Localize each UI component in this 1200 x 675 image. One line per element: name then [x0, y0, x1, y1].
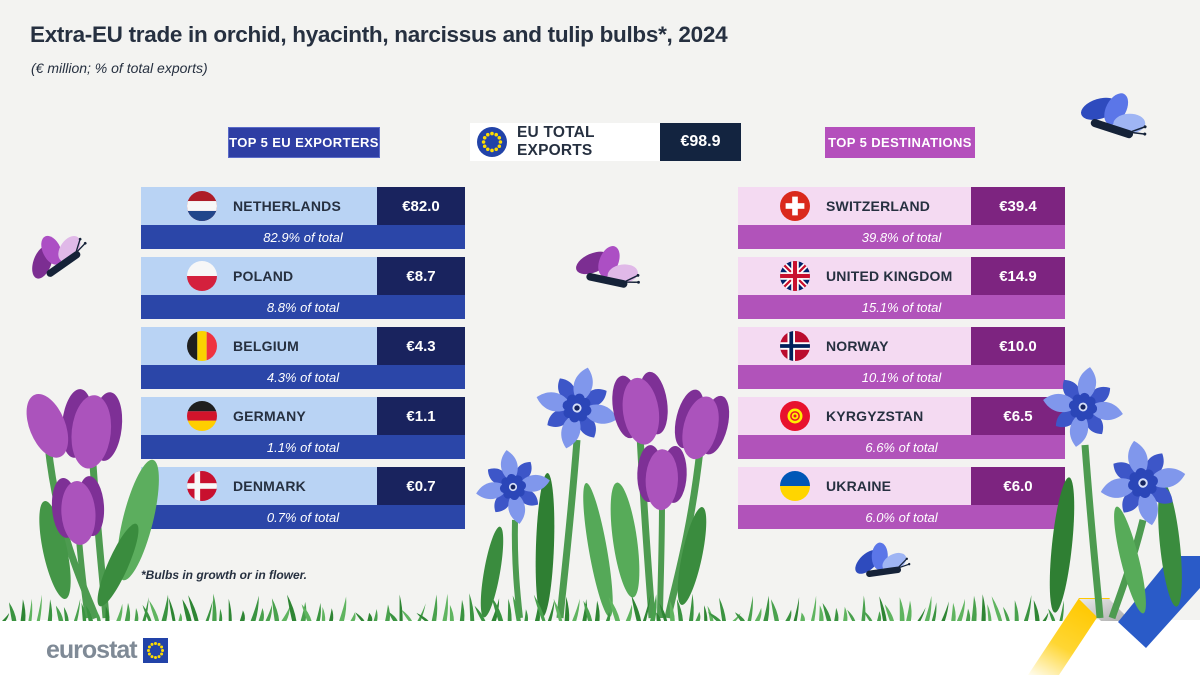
table-row: UKRAINE €6.0 6.0% of total	[738, 467, 1065, 529]
table-row: UNITED KINGDOM €14.9 15.1% of total	[738, 257, 1065, 319]
footer-strip	[0, 620, 1200, 675]
united-kingdom-flag-icon	[780, 261, 810, 291]
value-label: €10.0	[971, 327, 1065, 365]
value-label: €39.4	[971, 187, 1065, 225]
table-row: NETHERLANDS €82.0 82.9% of total	[141, 187, 465, 249]
share-label: 1.1% of total	[141, 435, 465, 459]
netherlands-flag-icon	[187, 191, 217, 221]
country-label: UKRAINE	[826, 478, 892, 494]
eu-total-exports-label: EU TOTAL EXPORTS	[517, 124, 595, 159]
country-label: NORWAY	[826, 338, 889, 354]
switzerland-flag-icon	[780, 191, 810, 221]
denmark-flag-icon	[187, 471, 217, 501]
eu-total-exports-label-box: EU TOTAL EXPORTS	[470, 123, 660, 161]
exporters-table: NETHERLANDS €82.0 82.9% of total POLAND …	[141, 187, 465, 537]
table-row: DENMARK €0.7 0.7% of total	[141, 467, 465, 529]
value-label: €1.1	[377, 397, 465, 435]
value-label: €6.5	[971, 397, 1065, 435]
country-label: DENMARK	[233, 478, 306, 494]
country-label: POLAND	[233, 268, 294, 284]
eurostat-eu-emblem-icon	[142, 638, 169, 663]
value-label: €14.9	[971, 257, 1065, 295]
value-label: €4.3	[377, 327, 465, 365]
country-label: BELGIUM	[233, 338, 299, 354]
share-label: 6.0% of total	[738, 505, 1065, 529]
share-label: 39.8% of total	[738, 225, 1065, 249]
share-label: 6.6% of total	[738, 435, 1065, 459]
destinations-badge: TOP 5 DESTINATIONS	[825, 127, 975, 158]
value-label: €6.0	[971, 467, 1065, 505]
belgium-flag-icon	[187, 331, 217, 361]
table-row: BELGIUM €4.3 4.3% of total	[141, 327, 465, 389]
value-label: €8.7	[377, 257, 465, 295]
country-label: GERMANY	[233, 408, 306, 424]
germany-flag-icon	[187, 401, 217, 431]
share-label: 10.1% of total	[738, 365, 1065, 389]
value-label: €0.7	[377, 467, 465, 505]
table-row: POLAND €8.7 8.8% of total	[141, 257, 465, 319]
kyrgyzstan-flag-icon	[780, 401, 810, 431]
ukraine-flag-icon	[780, 471, 810, 501]
eurostat-logo: eurostat	[46, 636, 169, 665]
eu-total-exports-pill: EU TOTAL EXPORTS €98.9	[470, 123, 741, 161]
table-row: SWITZERLAND €39.4 39.8% of total	[738, 187, 1065, 249]
country-label: NETHERLANDS	[233, 198, 341, 214]
eurostat-logo-text: eurostat	[46, 636, 138, 664]
page-subtitle: (€ million; % of total exports)	[31, 60, 208, 76]
share-label: 0.7% of total	[141, 505, 465, 529]
country-label: KYRGYZSTAN	[826, 408, 924, 424]
eu-total-exports-value: €98.9	[660, 123, 741, 161]
destinations-table: SWITZERLAND €39.4 39.8% of total UNITED …	[738, 187, 1065, 537]
share-label: 82.9% of total	[141, 225, 465, 249]
footnote: *Bulbs in growth or in flower.	[141, 568, 308, 582]
share-label: 15.1% of total	[738, 295, 1065, 319]
value-label: €82.0	[377, 187, 465, 225]
country-label: UNITED KINGDOM	[826, 268, 953, 284]
eu-flag-icon	[477, 127, 507, 157]
table-row: NORWAY €10.0 10.1% of total	[738, 327, 1065, 389]
norway-flag-icon	[780, 331, 810, 361]
country-label: SWITZERLAND	[826, 198, 931, 214]
poland-flag-icon	[187, 261, 217, 291]
share-label: 4.3% of total	[141, 365, 465, 389]
table-row: KYRGYZSTAN €6.5 6.6% of total	[738, 397, 1065, 459]
share-label: 8.8% of total	[141, 295, 465, 319]
table-row: GERMANY €1.1 1.1% of total	[141, 397, 465, 459]
page-title: Extra-EU trade in orchid, hyacinth, narc…	[30, 22, 728, 47]
exporters-badge: TOP 5 EU EXPORTERS	[228, 127, 380, 158]
